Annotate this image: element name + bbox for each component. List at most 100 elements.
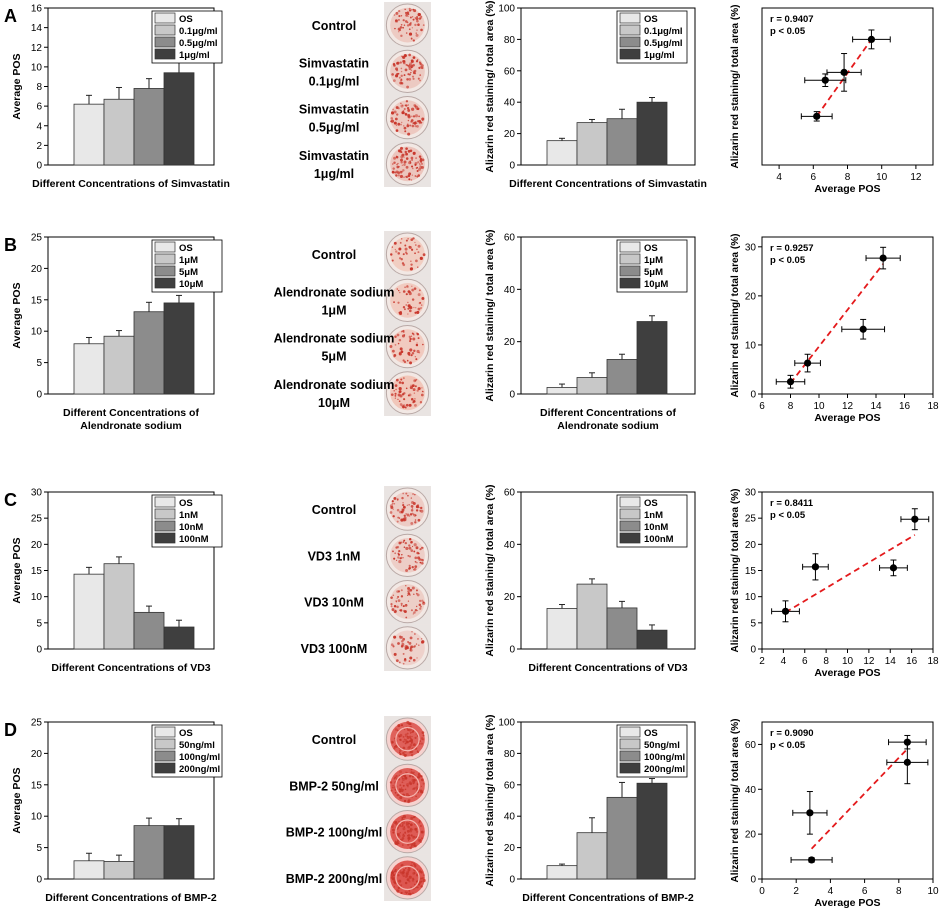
pos-chart-b-legend-swatch-2 <box>154 265 176 277</box>
pos-chart-b-ytick-label: 10 <box>31 327 43 338</box>
well-d-0-speck <box>402 740 405 743</box>
well-a-0-speck <box>400 23 403 26</box>
well-a-0-speck <box>393 14 396 16</box>
stain-chart-b-bar-0 <box>546 387 578 395</box>
well-a-0-speck <box>398 29 400 31</box>
well-b-2-speck <box>416 333 420 336</box>
panel-letter-a: A <box>4 6 17 26</box>
well-d-0-speck <box>410 753 414 757</box>
well-d-2-speck <box>391 828 395 832</box>
pos-chart-c-legend-swatch-1 <box>154 508 176 520</box>
well-d-1-speck <box>405 793 409 797</box>
well-c-0-speck <box>392 515 395 518</box>
well-c-3-speck <box>421 638 423 640</box>
well-a-2-speck <box>400 104 404 108</box>
well-b-3-speck <box>414 398 416 400</box>
well-a-0-speck <box>412 8 415 11</box>
well-b-3-speck <box>416 389 419 392</box>
well-a-0-speck <box>411 9 413 11</box>
stain-chart-b-legend-label-3: 10μM <box>644 279 668 290</box>
correlation-chart-a-point-1 <box>821 76 829 84</box>
pos-chart-b-ytick-label: 25 <box>31 233 43 244</box>
well-c-3-speck <box>400 645 404 648</box>
well-a-2-speck <box>412 115 416 118</box>
well-d-1-speck <box>412 771 415 774</box>
well-b-2-speck <box>406 359 409 362</box>
pos-chart-c-legend-swatch-0 <box>154 496 176 508</box>
well-a-3-speck <box>400 161 403 164</box>
well-c-1-stain <box>390 538 425 573</box>
stain-chart-a-bar-2 <box>606 118 638 166</box>
well-d-0-speck <box>410 750 414 754</box>
well-d-1-speck <box>395 774 398 778</box>
correlation-chart-b-ytick-label: 0 <box>750 390 756 401</box>
pos-chart-a-legend-swatch-3 <box>154 48 176 60</box>
well-a-1-speck <box>419 74 422 76</box>
pos-chart-d-ylabel: Average POS <box>11 767 23 833</box>
well-c-1-speck <box>394 552 397 555</box>
well-d-3-speck <box>397 874 400 877</box>
well-a-1-speck <box>398 76 401 79</box>
well-c-0-speck <box>411 501 414 504</box>
well-a-3-speck <box>403 163 406 166</box>
stain-chart-d-bar-3 <box>636 782 668 880</box>
well-c-3-speck <box>392 645 395 648</box>
well-b-0-speck <box>401 238 403 240</box>
correlation-chart-d-p-value: p < 0.05 <box>770 740 806 751</box>
well-d-3-speck <box>408 890 411 892</box>
correlation-chart-d-ytick-label: 60 <box>745 740 757 751</box>
stain-chart-b-xlabel: Alendronate sodium <box>557 420 659 432</box>
well-d-0-speck <box>404 742 407 745</box>
well-a-3-speck <box>421 165 425 169</box>
well-c-1-speck <box>419 561 422 564</box>
stain-chart-c-xlabel: Different Concentrations of VD3 <box>528 662 687 674</box>
well-a-2-speck <box>391 111 395 115</box>
well-a-2-speck <box>411 115 413 118</box>
well-a-1-speck <box>396 61 399 65</box>
well-b-2-speck <box>396 333 400 337</box>
well-b-3-speck <box>402 405 405 409</box>
well-d-0-speck <box>409 737 412 740</box>
well-b-1-speck <box>407 301 409 304</box>
correlation-chart-d-ytick-label: 40 <box>745 785 757 796</box>
well-a-3-speck <box>410 179 413 181</box>
pos-chart-b-bar-1 <box>103 335 135 395</box>
correlation-chart-d-ytick-label: 20 <box>745 830 757 841</box>
stain-chart-b-bar-1 <box>576 377 608 395</box>
well-d-3-speck <box>390 876 394 879</box>
correlation-chart-a-p-value: p < 0.05 <box>770 26 806 37</box>
stain-chart-c-bar-1 <box>576 583 608 650</box>
well-a-2-speck <box>407 119 410 122</box>
well-label-d-1: BMP-2 50ng/ml <box>289 779 379 793</box>
well-c-3-speck <box>393 635 397 639</box>
well-b-1-speck <box>411 285 413 287</box>
well-c-0-speck <box>402 501 404 504</box>
correlation-chart-b-point-2 <box>859 325 867 333</box>
well-c-0-speck <box>393 503 396 505</box>
well-b-2-speck <box>402 329 405 333</box>
correlation-chart-a-point-2 <box>840 68 848 76</box>
well-a-2-speck <box>397 107 399 109</box>
well-d-1-speck <box>393 777 396 780</box>
stain-chart-b-ylabel: Alizarin red staining/ total area (%) <box>484 229 496 401</box>
well-c-0-speck <box>406 504 408 506</box>
well-a-3-speck <box>405 147 408 150</box>
well-a-1-speck <box>408 73 411 76</box>
well-a-1-speck <box>407 64 411 68</box>
correlation-chart-c-ytick-label: 0 <box>750 645 756 656</box>
well-c-3-speck <box>411 631 413 633</box>
well-d-2-speck <box>413 816 415 819</box>
well-c-0-speck <box>403 514 406 517</box>
pos-chart-d-bar-1 <box>103 861 135 880</box>
stain-chart-a-legend-swatch-2 <box>619 36 641 48</box>
well-c-2-speck <box>402 605 405 608</box>
well-c-0-speck <box>414 519 417 521</box>
well-b-3-speck <box>398 387 402 391</box>
well-c-1-speck <box>403 539 406 542</box>
well-c-2-speck <box>413 611 416 614</box>
well-a-3-speck <box>393 161 396 164</box>
well-b-1-speck <box>409 309 412 313</box>
well-d-1-speck <box>410 771 413 774</box>
